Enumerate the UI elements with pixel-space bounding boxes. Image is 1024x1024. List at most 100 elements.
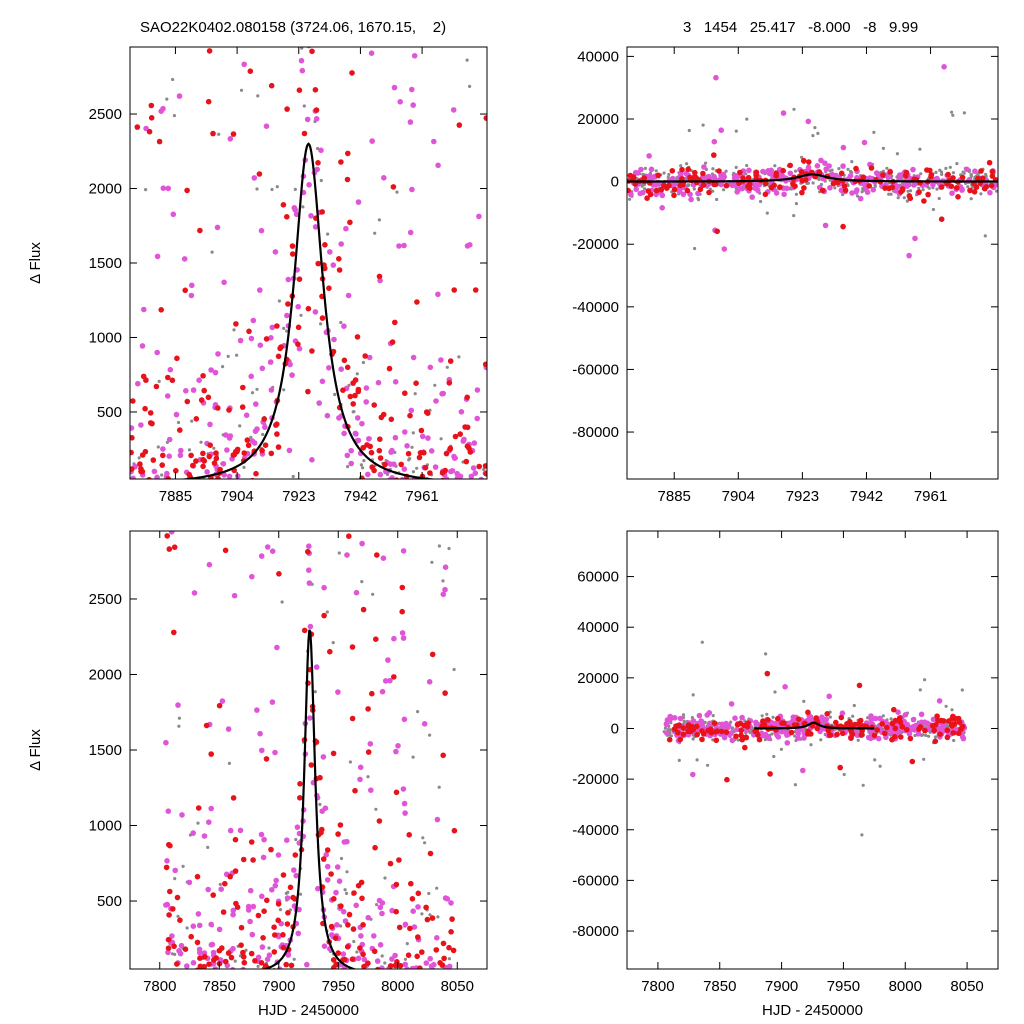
point-gray [935, 187, 939, 191]
data-points [627, 64, 998, 259]
point-magenta [632, 169, 639, 176]
point-gray [966, 185, 970, 189]
point-magenta [258, 227, 265, 234]
point-magenta [216, 926, 223, 933]
point-magenta [805, 118, 812, 125]
point-gray [282, 326, 286, 330]
point-magenta [220, 461, 227, 467]
point-magenta [251, 175, 258, 181]
point-magenta [273, 877, 280, 884]
point-magenta [873, 170, 880, 176]
point-magenta [289, 372, 295, 378]
point-magenta [772, 720, 778, 727]
point-red [268, 450, 275, 457]
point-red [368, 449, 375, 456]
point-magenta [474, 479, 480, 485]
point-magenta [164, 858, 170, 864]
y-tick-label: 2500 [89, 106, 122, 123]
point-red [326, 285, 332, 292]
point-magenta [151, 468, 158, 475]
point-red [292, 852, 299, 858]
point-red [414, 299, 420, 305]
point-magenta [432, 984, 438, 990]
point-red [394, 477, 400, 479]
point-red [212, 513, 218, 519]
point-red [932, 738, 939, 745]
point-red [278, 344, 284, 350]
x-tick-label: 7885 [159, 488, 192, 505]
point-magenta [402, 429, 408, 435]
point-gray [437, 544, 441, 548]
point-red [745, 720, 751, 726]
point-gray [934, 170, 938, 174]
point-red [274, 431, 280, 437]
point-magenta [296, 345, 303, 352]
point-red [284, 106, 290, 112]
point-magenta [399, 486, 405, 492]
point-magenta [335, 689, 341, 695]
model-curve [178, 142, 439, 479]
point-red [349, 644, 356, 650]
point-red [159, 462, 165, 468]
point-red [146, 476, 152, 479]
x-tick-label: 7850 [703, 978, 736, 995]
point-magenta [206, 819, 212, 825]
point-magenta [250, 903, 257, 910]
point-red [240, 949, 246, 956]
point-gray [955, 162, 959, 166]
point-magenta [466, 493, 472, 499]
point-gray [887, 192, 891, 196]
y-tick-label: -20000 [572, 236, 619, 253]
point-gray [200, 485, 203, 488]
point-gray [345, 870, 349, 874]
point-red [315, 160, 321, 166]
point-red [365, 960, 371, 966]
point-red [139, 452, 146, 458]
point-magenta [130, 425, 135, 431]
x-tick-label: 7885 [658, 488, 691, 505]
point-magenta [669, 175, 676, 182]
point-red [317, 774, 323, 781]
point-magenta [357, 776, 363, 783]
point-magenta [163, 902, 169, 908]
point-magenta [225, 726, 232, 732]
point-red [669, 168, 676, 174]
point-red [296, 276, 303, 283]
point-gray [902, 196, 906, 200]
point-gray [416, 710, 420, 714]
point-gray [270, 187, 274, 192]
point-red [795, 716, 802, 723]
point-magenta [200, 479, 206, 485]
point-magenta [224, 447, 230, 453]
point-magenta [924, 720, 931, 727]
point-red [370, 995, 376, 1001]
point-magenta [787, 170, 794, 177]
point-gray [196, 999, 199, 1002]
x-axis-label: HJD - 2450000 [258, 1002, 359, 1019]
point-gray [905, 199, 910, 203]
point-red [177, 427, 183, 433]
point-red [393, 789, 400, 796]
point-red [188, 999, 194, 1005]
point-red [225, 950, 232, 956]
point-magenta [214, 224, 221, 231]
point-magenta [910, 166, 916, 173]
point-red [738, 727, 744, 734]
point-magenta [355, 199, 362, 205]
point-gray [861, 783, 865, 787]
point-magenta [221, 279, 227, 286]
point-magenta [827, 185, 833, 191]
point-magenta [706, 720, 713, 727]
point-red [275, 970, 281, 976]
point-magenta [800, 767, 806, 774]
point-magenta [677, 715, 684, 722]
model-curve [754, 721, 875, 730]
point-magenta [237, 337, 244, 344]
point-red [345, 150, 351, 157]
point-magenta [259, 944, 266, 950]
point-red [387, 1004, 393, 1010]
point-red [289, 243, 296, 249]
point-gray [841, 193, 845, 197]
point-gray [177, 716, 181, 720]
point-magenta [445, 492, 451, 498]
